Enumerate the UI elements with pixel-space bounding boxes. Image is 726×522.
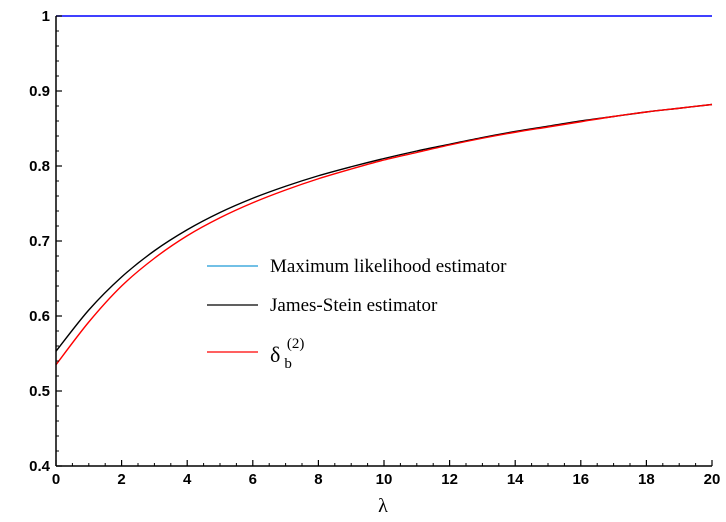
x-axis-label: λ — [378, 495, 388, 517]
legend-delta-superscript: (2) — [287, 336, 305, 352]
legend-delta-subscript: b — [284, 356, 292, 372]
y-tick-label: 1 — [42, 8, 50, 25]
legend-label-mle: Maximum likelihood estimator — [270, 256, 507, 277]
y-tick-label: 0.6 — [29, 308, 50, 325]
x-tick-label: 12 — [441, 471, 458, 488]
plot-lines — [55, 15, 713, 366]
x-tick-label: 20 — [704, 471, 721, 488]
legend-delta-symbol: δ — [270, 342, 280, 367]
x-tick-label: 0 — [52, 471, 60, 488]
legend-label-delta: δ b (2) — [270, 336, 304, 372]
x-tick-label: 18 — [638, 471, 655, 488]
legend-label-james-stein: James-Stein estimator — [270, 295, 438, 316]
y-tick-label: 0.8 — [29, 158, 50, 175]
y-tick-label: 0.7 — [29, 233, 50, 250]
x-tick-label: 8 — [314, 471, 322, 488]
legend: Maximum likelihood estimator James-Stein… — [207, 256, 507, 372]
x-tick-label: 16 — [572, 471, 589, 488]
ticks: 0.40.50.60.70.80.910 2 4 6 8 10 12 14 16 18 20 — [29, 8, 720, 488]
x-tick-label: 2 — [117, 471, 125, 488]
axes — [55, 16, 712, 467]
y-tick-label: 0.5 — [29, 383, 50, 400]
x-tick-label: 10 — [376, 471, 393, 488]
x-tick-label: 14 — [507, 471, 524, 488]
y-tick-label: 0.4 — [29, 458, 51, 475]
x-tick-label: 6 — [249, 471, 257, 488]
x-tick-label: 4 — [183, 471, 192, 488]
series-line-delta — [55, 103, 713, 366]
y-tick-label: 0.9 — [29, 83, 50, 100]
